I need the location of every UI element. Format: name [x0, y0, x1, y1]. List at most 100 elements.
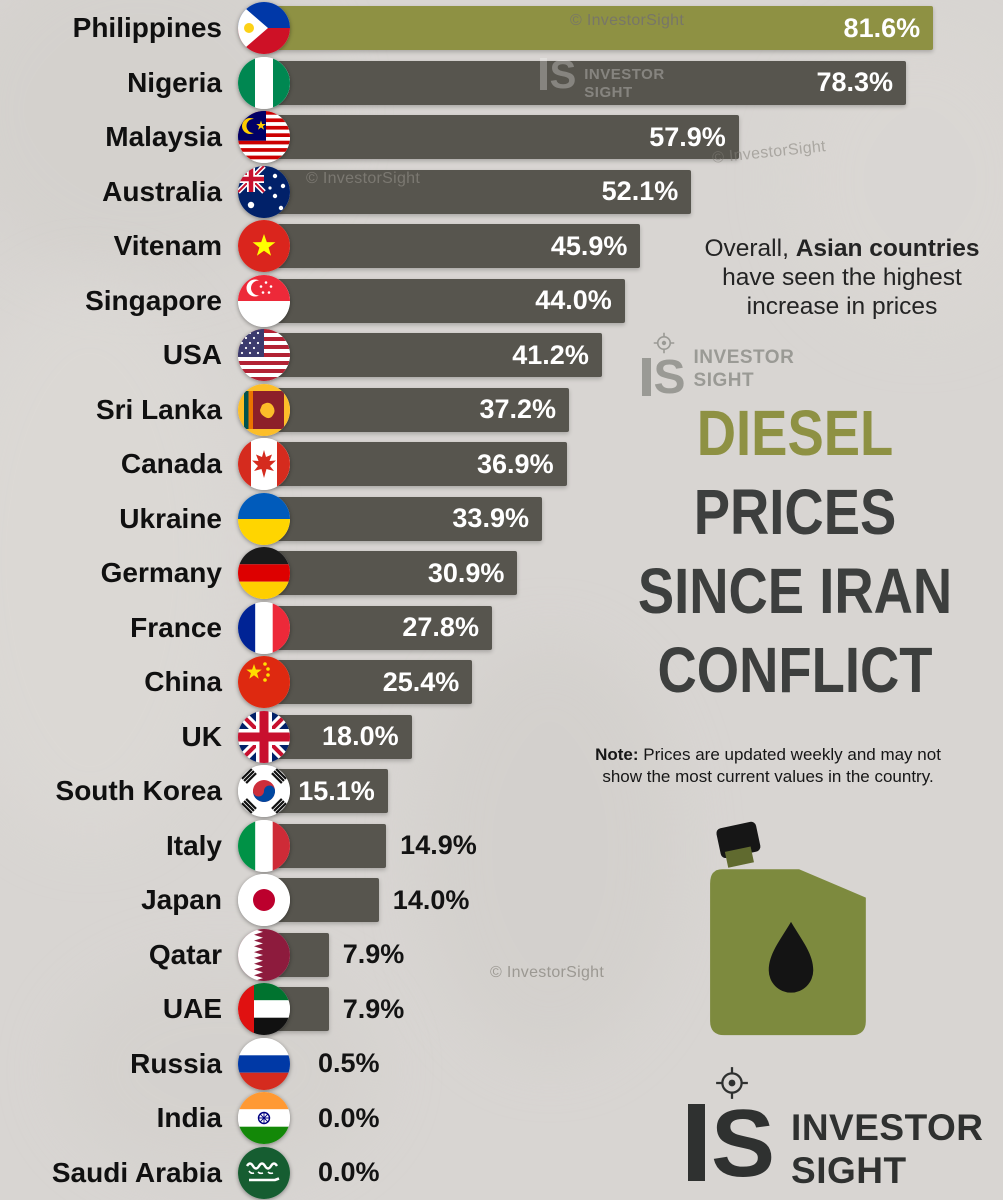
- title-line: SINCE IRAN: [637, 555, 953, 627]
- value-label: 18.0%: [322, 721, 399, 752]
- value-label: 0.0%: [318, 1157, 380, 1188]
- chart-row: Ukraine 33.9%: [0, 492, 1003, 547]
- brand-name-top: INVESTOR: [791, 1107, 984, 1148]
- value-bar: 30.9%: [264, 551, 518, 596]
- value-label: 15.1%: [298, 775, 375, 806]
- value-label: 37.2%: [479, 394, 557, 425]
- annotation-text: Overall, Asian countries have seen the h…: [704, 235, 980, 320]
- copyright-watermark: © InvestorSight: [490, 964, 605, 981]
- canada-flag-icon: [238, 438, 290, 491]
- singapore-flag-icon: [238, 274, 290, 327]
- value-bar: 78.3%: [264, 60, 907, 105]
- value-label: 14.0%: [392, 884, 470, 915]
- bar-area: 25.4%: [230, 655, 1003, 710]
- note-text: Note: Prices are updated weekly and may …: [595, 745, 941, 786]
- chart-row: South Korea 15.1%: [0, 764, 1003, 819]
- value-label: 7.9%: [342, 939, 405, 970]
- copyright-watermark: © InvestorSight: [306, 170, 421, 187]
- bar-area: 27.8%: [230, 601, 1003, 656]
- chart-row: China 25.4%: [0, 655, 1003, 710]
- country-label: USA: [162, 339, 222, 371]
- italy-flag-icon: [238, 819, 290, 872]
- bar-area: 0.0%: [230, 1091, 1003, 1146]
- title-line: PRICES: [693, 476, 897, 548]
- can-cap-icon: [716, 821, 761, 868]
- saudi-arabia-flag-icon: [238, 1146, 290, 1199]
- value-label: 27.8%: [402, 612, 479, 643]
- country-label: Qatar: [148, 938, 222, 970]
- chart-row: India 0.0%: [0, 1091, 1003, 1146]
- country-label: Australia: [102, 175, 222, 207]
- brand-name-bottom: SIGHT: [584, 84, 633, 101]
- value-label: 0.5%: [317, 1048, 380, 1079]
- chart-row: Saudi Arabia 0.0%: [0, 1146, 1003, 1200]
- country-label: Nigeria: [127, 66, 222, 98]
- value-bar: 52.1%: [264, 169, 692, 214]
- brand-name-bottom: SIGHT: [693, 370, 755, 391]
- value-bar: 44.0%: [264, 278, 625, 323]
- bar-area: 14.9%: [230, 819, 1003, 874]
- country-label: Germany: [100, 557, 222, 589]
- vitenam-flag-icon: [238, 220, 290, 273]
- country-label: Sri Lanka: [95, 393, 222, 425]
- chart-row: Italy 14.9%: [0, 819, 1003, 874]
- page-title: DIESEL PRICES SINCE IRAN CONFLICT: [600, 394, 990, 710]
- crosshair-icon: [653, 332, 675, 354]
- value-bar: 36.9%: [264, 442, 567, 487]
- bar-area: 57.9%: [230, 110, 1003, 165]
- country-label: Saudi Arabia: [51, 1156, 222, 1188]
- value-bar: 33.9%: [264, 496, 542, 541]
- bar-area: 37.2%: [230, 383, 1003, 438]
- country-label: Canada: [120, 448, 222, 480]
- sri-lanka-flag-icon: [238, 383, 290, 436]
- south-korea-flag-icon: [238, 765, 290, 818]
- chart-row: UAE 7.9%: [0, 982, 1003, 1037]
- title-line: DIESEL: [696, 397, 894, 469]
- investorsight-monogram-icon: S: [540, 54, 576, 95]
- investorsight-logo: S INVESTOR SIGHT: [688, 1066, 984, 1192]
- value-label: 0.0%: [318, 1102, 380, 1133]
- bar-area: 78.3%: [230, 56, 1003, 111]
- bar-area: 36.9%: [230, 437, 1003, 492]
- value-label: 52.1%: [601, 176, 679, 207]
- chart-row: Germany 30.9%: [0, 546, 1003, 601]
- value-label: 30.9%: [427, 557, 505, 588]
- chart-row: Vitenam 45.9%: [0, 219, 1003, 274]
- bar-area: 52.1%: [230, 165, 1003, 220]
- investorsight-monogram-icon: S: [642, 353, 686, 402]
- country-label: Ukraine: [119, 502, 222, 534]
- chart-row: France 27.8%: [0, 601, 1003, 656]
- value-label: 57.9%: [649, 121, 726, 152]
- brand-name-bottom: SIGHT: [791, 1150, 907, 1191]
- chart-row: Philippines 81.6%: [0, 1, 1003, 56]
- value-bar: 25.4%: [264, 660, 473, 705]
- value-bar: 37.2%: [264, 387, 570, 432]
- germany-flag-icon: [238, 547, 290, 600]
- country-label: Malaysia: [105, 121, 222, 153]
- brand-name-top: INVESTOR: [584, 66, 665, 83]
- bar-area: 0.5%: [230, 1037, 1003, 1092]
- australia-flag-icon: [238, 165, 290, 218]
- chart-row: USA 41.2%: [0, 328, 1003, 383]
- chart-row: Canada 36.9%: [0, 437, 1003, 492]
- country-label: Italy: [165, 829, 222, 861]
- malaysia-flag-icon: [238, 111, 290, 164]
- france-flag-icon: [238, 601, 290, 654]
- china-flag-icon: [238, 656, 290, 709]
- qatar-flag-icon: [238, 928, 290, 981]
- value-label: 41.2%: [512, 339, 589, 370]
- country-label: UK: [181, 720, 222, 752]
- russia-flag-icon: [238, 1037, 290, 1090]
- oil-drop-icon: [768, 921, 814, 993]
- country-label: Singapore: [85, 284, 222, 316]
- japan-flag-icon: [238, 874, 290, 927]
- value-label: 45.9%: [550, 230, 628, 261]
- chart-row: Japan 14.0%: [0, 873, 1003, 928]
- ukraine-flag-icon: [238, 492, 290, 545]
- value-bar: 45.9%: [264, 224, 641, 269]
- bar-area: 0.0%: [230, 1146, 1003, 1200]
- value-bar: 41.2%: [264, 333, 602, 378]
- bar-area: 30.9%: [230, 546, 1003, 601]
- bar-area: 7.9%: [230, 928, 1003, 983]
